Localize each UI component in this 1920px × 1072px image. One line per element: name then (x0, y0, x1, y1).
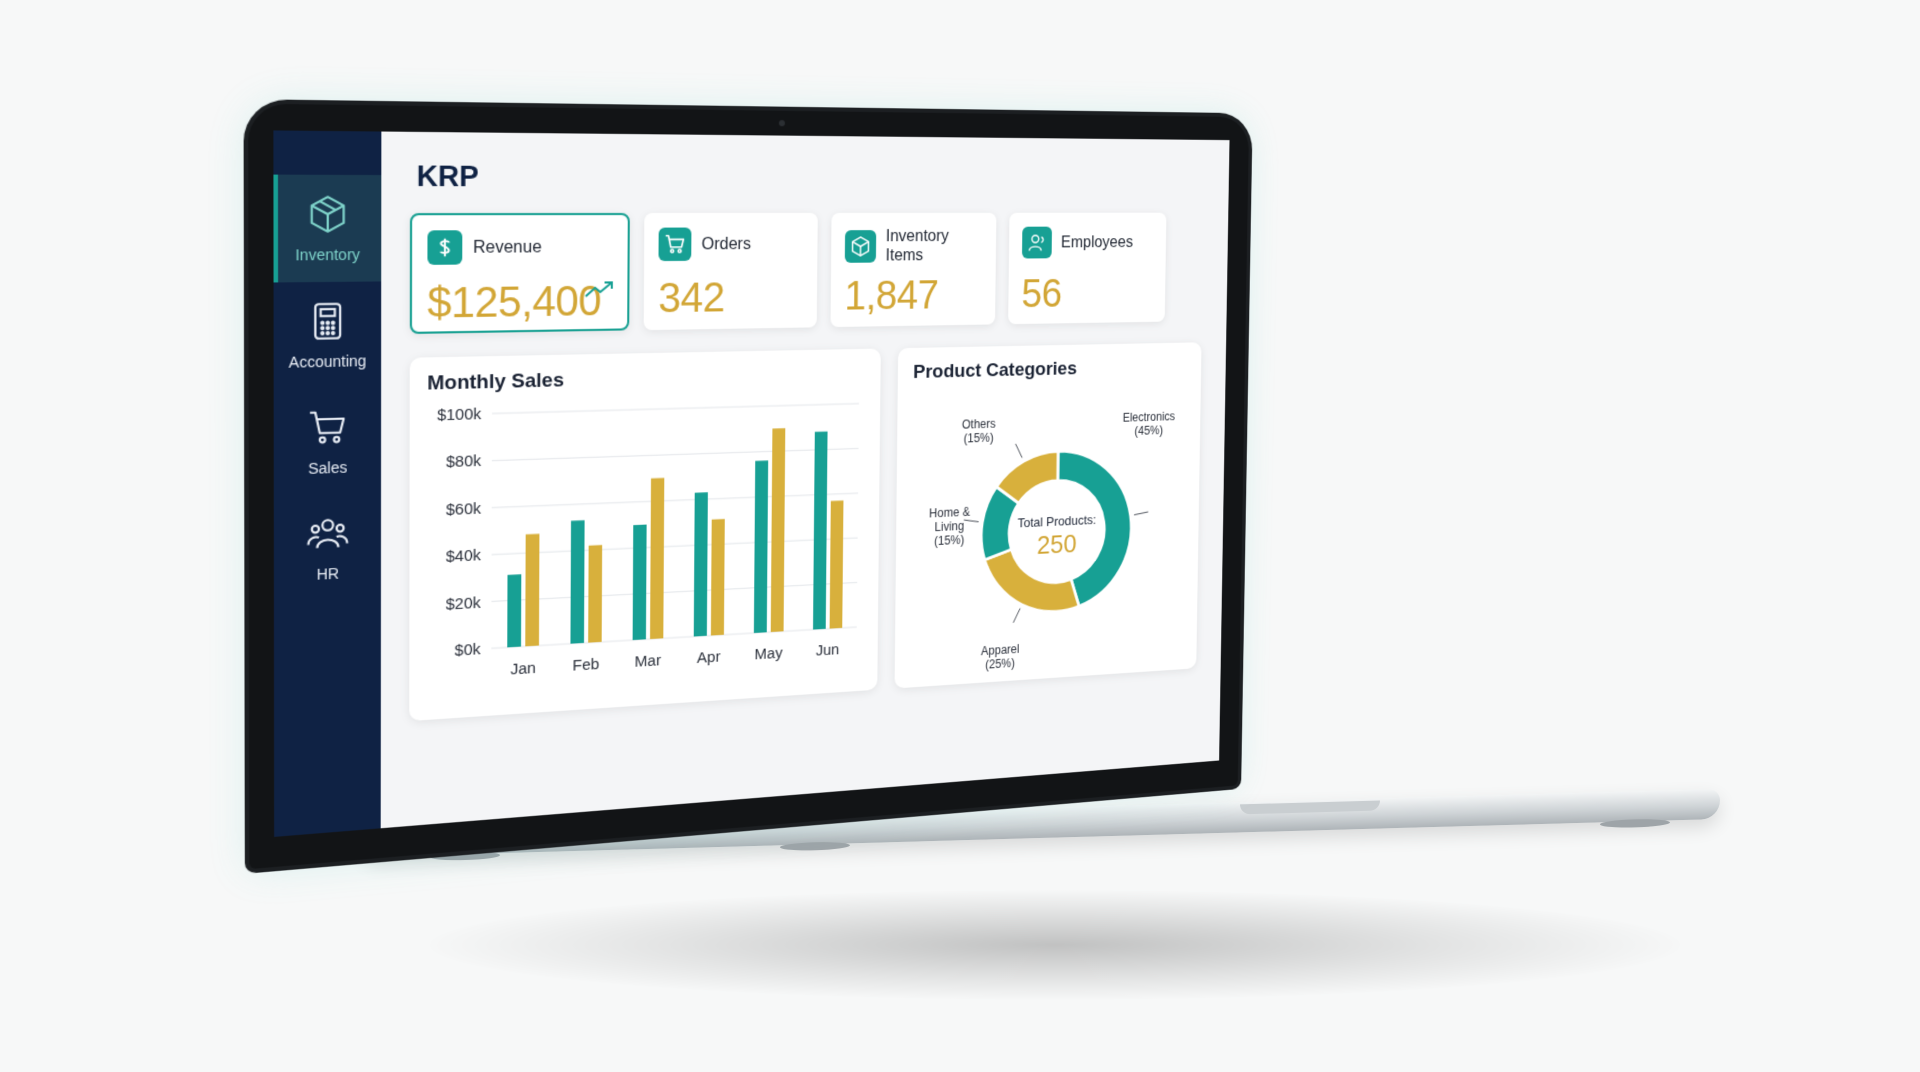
page-title: KRP (416, 160, 479, 193)
bar[interactable] (570, 520, 585, 644)
bar[interactable] (650, 477, 665, 640)
trend-up-icon (584, 278, 615, 299)
kpi-card-orders[interactable]: Orders 342 (643, 212, 818, 331)
x-tick-label: Jun (816, 641, 840, 659)
chart-title: Product Categories (913, 358, 1078, 384)
pie-slice[interactable] (1056, 449, 1132, 608)
kpi-label: Orders (701, 235, 751, 253)
bar[interactable] (693, 492, 708, 637)
sidebar-item-label: HR (316, 564, 340, 583)
sidebar-item-sales[interactable]: Sales (274, 387, 381, 497)
gridline (492, 448, 859, 460)
donut-center-label: Total Products: (1018, 512, 1097, 530)
sidebar-item-accounting[interactable]: Accounting (274, 281, 382, 389)
cart-icon (658, 227, 692, 262)
bar[interactable] (829, 500, 844, 629)
y-tick-label: $60k (446, 500, 482, 519)
bar[interactable] (710, 518, 725, 636)
monthly-sales-chart: $0k $20k $40k $60k $80k $100k Jan Feb Mar Apr May J… (437, 389, 880, 679)
kpi-label: Revenue (473, 238, 542, 257)
laptop-shadow (430, 890, 1680, 1000)
sidebar: Inventory Accounting Sales (273, 130, 382, 837)
leader-line (1013, 608, 1020, 622)
sidebar-item-hr[interactable]: HR (274, 493, 381, 604)
kpi-card-revenue[interactable]: Revenue $125,400 (409, 212, 630, 335)
y-tick-label: $40k (446, 547, 482, 567)
donut-center-value: 250 (1037, 529, 1077, 560)
laptop: Inventory Accounting Sales (248, 103, 1280, 870)
y-tick-label: $20k (446, 594, 482, 614)
gridline (492, 538, 858, 555)
slice-label: Electronics(45%) (1122, 410, 1175, 439)
kpi-label: Inventory Items (885, 227, 949, 265)
slice-label: Apparel(25%) (981, 642, 1020, 672)
x-tick-label: Jan (510, 659, 536, 678)
sidebar-item-label: Sales (308, 458, 348, 478)
charts-row: Monthly Sales $0k $20k $40k $60k $80k $100k Ja… (409, 342, 1205, 722)
sidebar-item-label: Accounting (288, 352, 367, 371)
leader-line (964, 519, 979, 522)
kpi-value: 342 (658, 275, 725, 322)
bar[interactable] (632, 524, 647, 641)
kpi-card-inventory-items[interactable]: Inventory Items 1,847 (830, 212, 997, 328)
dollar-icon (427, 230, 463, 265)
leader-line (1015, 444, 1022, 458)
dashboard: KRP Revenue $125,400 (381, 132, 1230, 829)
calculator-icon (306, 300, 349, 342)
gridline (492, 404, 859, 414)
slice-label: Others(15%) (962, 417, 996, 446)
gridline (492, 493, 858, 508)
kpi-card-employees[interactable]: Employees 56 (1008, 212, 1167, 325)
kpi-value: 56 (1021, 272, 1062, 317)
users-icon (306, 512, 348, 555)
y-tick-label: $0k (455, 641, 481, 660)
app-screen: Inventory Accounting Sales (273, 130, 1230, 837)
leader-line (1134, 512, 1148, 515)
x-tick-label: Mar (635, 652, 662, 671)
sidebar-item-inventory[interactable]: Inventory (273, 174, 382, 283)
gridline (491, 582, 857, 601)
bar[interactable] (525, 533, 540, 647)
bar[interactable] (770, 428, 786, 633)
kpi-value: 1,847 (844, 273, 939, 319)
monthly-sales-panel: Monthly Sales $0k $20k $40k $60k $80k $100k Ja… (409, 348, 881, 722)
cart-icon (306, 407, 349, 449)
kpi-label: Employees (1060, 233, 1134, 251)
x-tick-label: Apr (697, 648, 721, 667)
y-tick-label: $100k (437, 405, 482, 424)
bar[interactable] (753, 460, 769, 634)
bar[interactable] (588, 544, 603, 643)
pie-slice[interactable] (984, 546, 1080, 616)
kpi-row: Revenue $125,400 Orders (409, 212, 1207, 335)
x-tick-label: Feb (572, 656, 599, 675)
box-icon (844, 230, 877, 263)
x-tick-label: May (754, 645, 783, 664)
box-icon (306, 193, 349, 235)
user-icon (1021, 226, 1052, 259)
gridline (491, 627, 856, 648)
bar[interactable] (813, 431, 828, 630)
laptop-lid: Inventory Accounting Sales (248, 103, 1250, 870)
bar[interactable] (507, 574, 522, 648)
sidebar-item-label: Inventory (295, 245, 360, 264)
product-categories-chart: Electronics(45%) Apparel(25%) Home &Living… (929, 410, 1175, 672)
webcam (778, 120, 785, 127)
slice-label: Home &Living(15%) (929, 505, 970, 548)
product-categories-panel: Product Categories Electronics(45%) Appar… (894, 342, 1202, 689)
y-tick-label: $80k (446, 453, 482, 472)
